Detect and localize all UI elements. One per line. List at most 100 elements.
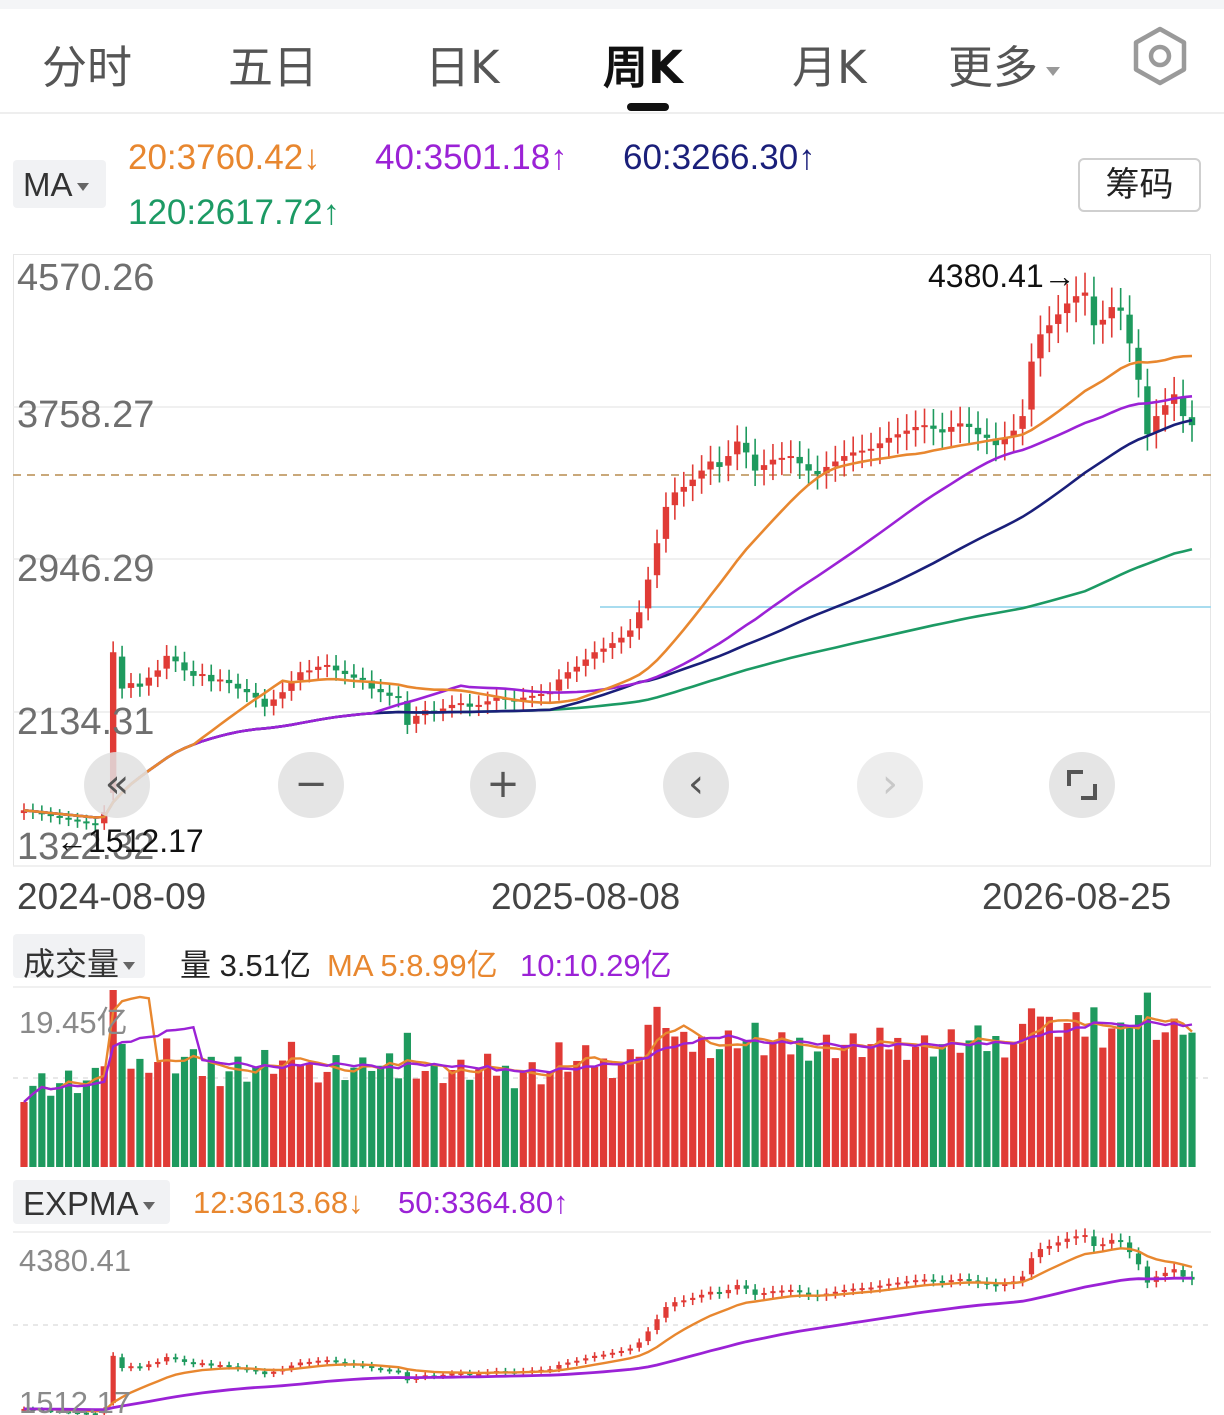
volume-bar-up — [1170, 1018, 1178, 1167]
candle-up — [538, 1369, 544, 1372]
candle-up — [458, 1372, 464, 1375]
candle-down — [1189, 1276, 1195, 1280]
tab-more-label: 更多 — [948, 41, 1039, 94]
candle-up — [886, 1283, 892, 1286]
zoom-in-button[interactable]: + — [470, 752, 536, 818]
volume-bar-down — [394, 1078, 403, 1167]
volume-bar-up — [885, 1049, 893, 1167]
volume-bar-up — [903, 1059, 911, 1167]
scroll-right-button[interactable]: › — [857, 752, 923, 818]
ma-indicator-select[interactable]: MA — [13, 160, 106, 208]
candle-up — [663, 1307, 669, 1318]
scroll-start-button[interactable]: « — [84, 752, 150, 818]
candle-up — [1064, 1238, 1070, 1242]
y-tick-label: 1322.32 — [17, 826, 155, 868]
candle-up — [520, 1371, 526, 1374]
ema12-value: 12:3613.68↓ — [193, 1185, 364, 1220]
volume-bar-down — [252, 1066, 260, 1167]
volume-bar-up — [599, 1058, 608, 1167]
candle-up — [164, 1357, 170, 1362]
tab-more[interactable]: 更多 — [948, 31, 1061, 96]
volume-bar-down — [73, 1093, 82, 1167]
volume-bar-down — [243, 1081, 251, 1167]
tab-daily-k[interactable]: 日K — [425, 41, 500, 94]
volume-bar-down — [234, 1056, 242, 1167]
volume-bar-up — [519, 1072, 527, 1167]
candle-up — [1109, 1239, 1115, 1244]
volume-bar-up — [1027, 1008, 1036, 1167]
tab-five-day[interactable]: 五日 — [228, 41, 319, 94]
zoom-out-button[interactable]: − — [278, 752, 344, 818]
volume-indicator-select[interactable]: 成交量 — [13, 934, 146, 983]
candle-down — [1180, 1270, 1186, 1277]
active-tab-indicator — [627, 103, 669, 111]
volume-bar-down — [180, 1056, 189, 1167]
volume-bar-up — [323, 1071, 331, 1167]
tab-weekly-k[interactable]: 周K — [603, 41, 683, 94]
kline-chart-area[interactable] — [13, 254, 1211, 866]
candle-down — [743, 1285, 749, 1289]
candle-up — [627, 1348, 633, 1351]
candle-up — [618, 1350, 624, 1353]
scroll-left-button[interactable]: ‹ — [663, 752, 729, 818]
candle-down — [351, 1363, 357, 1366]
double-chevron-left-icon: « — [104, 761, 130, 807]
volume-bar-down — [403, 1032, 411, 1167]
candle-up — [895, 1282, 901, 1285]
low-price-annotation: ←1512.17 — [56, 823, 204, 859]
ma60-value: 60:3266.30↑ — [623, 138, 816, 177]
settings-icon[interactable] — [1130, 26, 1190, 86]
volume-bar-up — [100, 1066, 108, 1167]
candle-down — [939, 1280, 945, 1283]
candle-up — [823, 1293, 830, 1296]
volume-bars — [20, 990, 1196, 1167]
candle-up — [128, 1366, 134, 1369]
candle-down — [467, 1373, 473, 1376]
candle-up — [449, 1373, 455, 1376]
tab-monthly-k[interactable]: 月K — [792, 41, 867, 94]
volume-bar-up — [492, 1075, 501, 1167]
volume-bar-up — [1081, 1036, 1089, 1167]
candle-up — [279, 1369, 286, 1372]
expma-y-min: 1512.17 — [19, 1385, 132, 1415]
candle-up — [913, 1280, 919, 1283]
volume-bar-down — [1179, 1034, 1187, 1167]
volume-bar-up — [912, 1046, 920, 1167]
volume-bar-up — [653, 1006, 661, 1167]
volume-bar-up — [644, 1024, 652, 1167]
candle-up — [146, 1364, 152, 1368]
volume-bar-up — [617, 1064, 625, 1167]
fullscreen-button[interactable] — [1049, 752, 1115, 818]
volume-bar-up — [894, 1037, 902, 1167]
candle-up — [761, 1292, 767, 1295]
chevron-down-icon — [123, 962, 136, 970]
volume-bar-down — [501, 1065, 510, 1167]
candle-down — [1126, 1242, 1133, 1253]
tab-intraday[interactable]: 分时 — [42, 41, 133, 94]
volume-bar-down — [466, 1079, 474, 1167]
volume-bar-up — [537, 1084, 545, 1167]
volume-bar-up — [1036, 1016, 1045, 1167]
candle-up — [1002, 1283, 1008, 1286]
volume-bar-up — [1001, 1057, 1009, 1167]
ma20-value: 20:3760.42↓ — [128, 138, 321, 177]
volume-bar-up — [724, 1030, 732, 1167]
volume-bar-up — [582, 1045, 590, 1167]
candle-up — [565, 1362, 571, 1365]
expma-y-max: 4380.41 — [19, 1243, 132, 1278]
volume-bar-down — [796, 1037, 804, 1167]
volume-bar-up — [20, 1101, 28, 1167]
chip-distribution-button[interactable]: 筹码 — [1078, 158, 1201, 212]
chevron-down-icon — [1046, 66, 1061, 76]
volume-bar-down — [171, 1073, 180, 1167]
volume-bar-down — [1125, 1027, 1134, 1167]
candle-up — [654, 1319, 660, 1330]
volume-ma5-value: MA 5:8.99亿 — [327, 948, 498, 983]
expma-indicator-select[interactable]: EXPMA — [13, 1180, 170, 1224]
candle-up — [645, 1331, 651, 1342]
volume-bar-up — [528, 1062, 536, 1167]
volume-bar-up — [475, 1069, 483, 1167]
candle-down — [975, 1280, 981, 1283]
candle-up — [779, 1290, 785, 1293]
volume-bar-up — [822, 1034, 831, 1167]
